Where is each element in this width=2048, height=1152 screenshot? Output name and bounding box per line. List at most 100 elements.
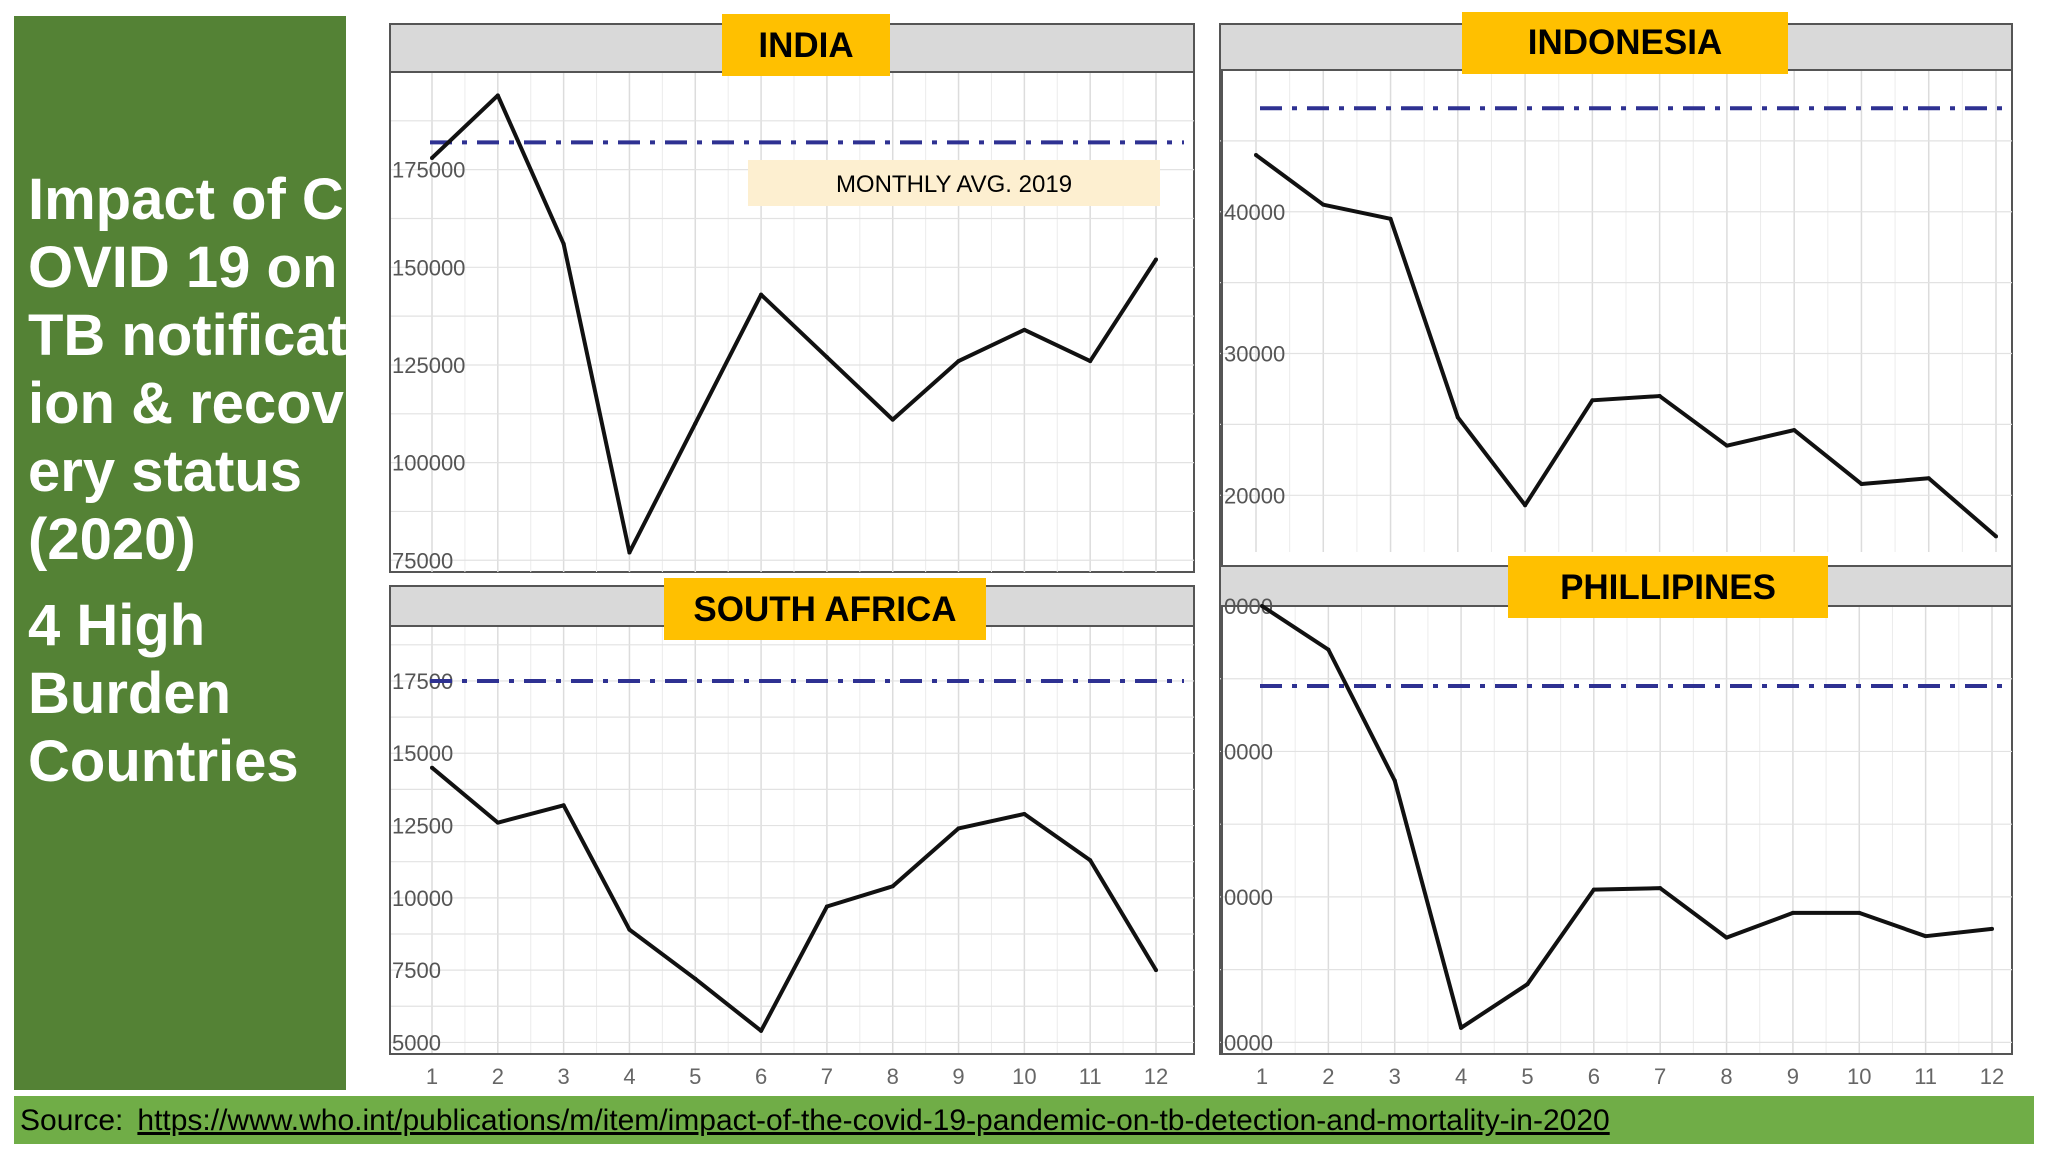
data-point <box>1926 476 1931 481</box>
title-panel-text: Impact of COVID 19 on TB notification & … <box>28 166 350 796</box>
y-tick-label: 20000 <box>1224 483 1285 508</box>
source-label: Source: <box>20 1104 124 1137</box>
title-panel: Impact of COVID 19 on TB notification & … <box>14 16 347 1090</box>
x-tick-label: 7 <box>1654 1064 1666 1089</box>
x-tick-label: 9 <box>952 1064 964 1089</box>
data-point <box>1990 926 1994 931</box>
data-point <box>1260 604 1264 608</box>
data-point <box>1321 202 1326 207</box>
source-text: Source: https://www.who.int/publications/… <box>20 1104 1610 1138</box>
country-title-badge <box>1508 556 1828 618</box>
data-point <box>1088 359 1093 364</box>
y-tick-label: 0000 <box>1224 1030 1273 1055</box>
chart-india: 75000 100000 125000 150000 175000 INDIA <box>389 14 1195 573</box>
country-title: INDIA <box>758 26 853 65</box>
plot-panel <box>1219 565 2013 1055</box>
data-point <box>1724 935 1729 940</box>
data-point <box>1994 534 1998 539</box>
data-point <box>890 884 895 889</box>
data-point <box>1523 503 1528 508</box>
data-point <box>824 904 829 909</box>
data-point <box>430 155 434 160</box>
annotation-box <box>748 160 1160 206</box>
data-point <box>495 93 500 98</box>
data-point <box>1857 910 1862 915</box>
x-tick-label: 6 <box>1588 1064 1600 1089</box>
series-line <box>430 766 1158 1033</box>
data-point <box>693 976 698 981</box>
y-tick-label: 75000 <box>392 548 453 573</box>
data-point <box>956 359 961 364</box>
country-title-badge <box>1462 12 1788 74</box>
data-point <box>824 355 829 360</box>
data-point <box>759 292 764 297</box>
x-tick-label: 5 <box>1521 1064 1533 1089</box>
slide-title: Impact of COVID 19 on TB notification & … <box>28 167 347 572</box>
data-point <box>1859 481 1864 486</box>
y-tick-label: 150000 <box>392 255 465 280</box>
data-point <box>890 417 895 422</box>
x-tick-label: 3 <box>558 1064 570 1089</box>
y-tick-label: 15000 <box>392 741 453 766</box>
annotation-label: MONTHLY AVG. 2019 <box>836 171 1072 198</box>
x-tick-label: 3 <box>1389 1064 1401 1089</box>
x-tick-label: 4 <box>623 1064 635 1089</box>
data-point <box>759 1028 764 1033</box>
data-point <box>1392 778 1397 783</box>
data-point <box>495 820 500 825</box>
x-tick-label: 8 <box>887 1064 899 1089</box>
x-tick-label: 2 <box>1322 1064 1334 1089</box>
source-bar: Source: https://www.who.int/publications/… <box>14 1096 2034 1144</box>
data-point <box>1022 327 1027 332</box>
country-title-badge <box>722 14 890 76</box>
y-tick-label: 125000 <box>392 353 465 378</box>
x-tick-label: 2 <box>492 1064 504 1089</box>
data-point <box>1657 394 1662 399</box>
data-point <box>1591 887 1596 892</box>
x-tick-label: 5 <box>689 1064 701 1089</box>
data-point <box>1790 910 1795 915</box>
data-point <box>1022 811 1027 816</box>
data-point <box>1455 415 1460 420</box>
data-point <box>1088 858 1093 863</box>
x-tick-label: 1 <box>1256 1064 1268 1089</box>
y-tick-label: 30000 <box>1224 342 1285 367</box>
x-tick-label: 11 <box>1914 1064 1937 1089</box>
data-point <box>1923 934 1928 939</box>
y-tick-label: 10000 <box>392 886 453 911</box>
x-tick-label: 12 <box>1980 1064 2004 1089</box>
data-point <box>1154 968 1158 973</box>
data-point <box>627 550 632 555</box>
data-point <box>561 241 566 246</box>
data-point <box>1254 153 1258 158</box>
data-point <box>1658 886 1663 891</box>
data-point <box>1724 443 1729 448</box>
country-title: INDONESIA <box>1528 23 1722 62</box>
data-point <box>561 803 566 808</box>
country-title: PHILLIPINES <box>1560 568 1776 607</box>
data-point <box>1525 982 1530 987</box>
x-tick-label: 10 <box>1012 1064 1036 1089</box>
source-link[interactable]: https://www.who.int/publications/m/item/… <box>137 1104 1610 1137</box>
y-tick-label: 12500 <box>392 814 453 839</box>
charts-area: 75000100000125000150000175000INDIA200003… <box>389 12 2013 1089</box>
data-point <box>1326 647 1331 652</box>
series-line <box>430 93 1158 555</box>
y-tick-label: 5000 <box>392 1030 441 1055</box>
slide-subtitle: 4 High Burden Countries <box>28 593 299 794</box>
x-tick-label: 12 <box>1144 1064 1168 1089</box>
x-tick-label: 8 <box>1720 1064 1732 1089</box>
data-point <box>1590 398 1595 403</box>
country-title: SOUTH AFRICA <box>693 590 956 629</box>
x-tick-label: 4 <box>1455 1064 1467 1089</box>
data-point <box>693 421 698 426</box>
data-point <box>627 927 632 932</box>
country-title-badge <box>664 578 986 640</box>
data-point <box>1792 428 1797 433</box>
x-tick-label: 9 <box>1787 1064 1799 1089</box>
data-point <box>1388 216 1393 221</box>
data-point <box>1154 257 1158 262</box>
x-tick-label: 1 <box>426 1064 438 1089</box>
